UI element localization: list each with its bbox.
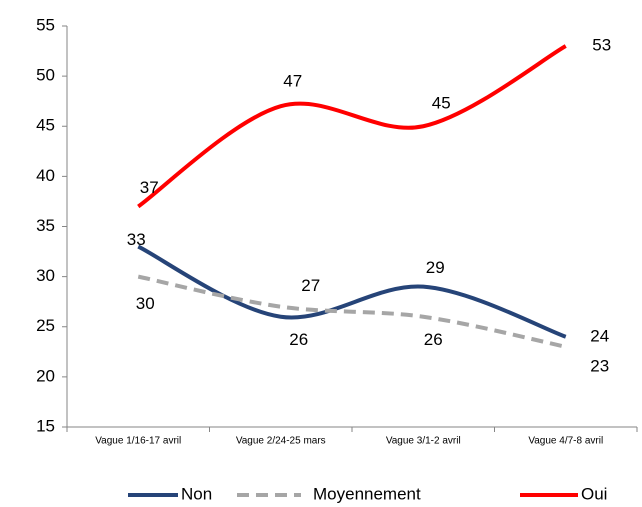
data-label: 26	[424, 330, 443, 349]
x-tick-label: Vague 4/7-8 avril	[528, 436, 603, 447]
data-label: 47	[283, 72, 302, 91]
y-tick-label: 40	[36, 166, 55, 185]
y-tick-label: 45	[36, 116, 55, 135]
data-label: 30	[136, 294, 155, 313]
legend-label: Moyennement	[313, 484, 421, 503]
data-label: 24	[590, 326, 609, 345]
data-label: 53	[592, 36, 611, 55]
series-line	[137, 274, 567, 349]
y-tick-label: 15	[36, 416, 55, 435]
data-label: 26	[289, 330, 308, 349]
data-label: 33	[127, 230, 146, 249]
data-label: 29	[426, 258, 445, 277]
legend-label: Oui	[581, 484, 607, 503]
x-tick-label: Vague 3/1-2 avril	[386, 436, 461, 447]
data-label: 37	[140, 178, 159, 197]
data-label: 23	[590, 356, 609, 375]
y-tick-label: 20	[36, 366, 55, 385]
x-tick-label: Vague 2/24-25 mars	[236, 436, 326, 447]
y-tick-label: 55	[36, 15, 55, 34]
y-tick-label: 25	[36, 316, 55, 335]
y-tick-label: 35	[36, 216, 55, 235]
series-line	[137, 244, 567, 339]
series-line	[137, 44, 567, 209]
y-tick-label: 30	[36, 266, 55, 285]
data-label: 27	[301, 276, 320, 295]
data-label: 45	[432, 94, 451, 113]
legend-label: Non	[181, 484, 212, 503]
y-tick-label: 50	[36, 66, 55, 85]
x-tick-label: Vague 1/16-17 avril	[95, 436, 181, 447]
